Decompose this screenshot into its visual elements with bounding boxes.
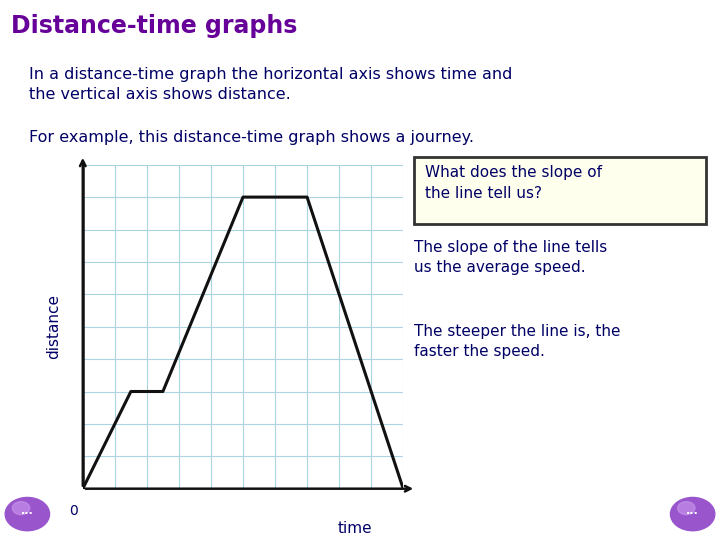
Text: What does the slope of
the line tell us?: What does the slope of the line tell us? [425, 165, 602, 201]
Text: The slope of the line tells
us the average speed.: The slope of the line tells us the avera… [414, 240, 607, 275]
Text: The steeper the line is, the
faster the speed.: The steeper the line is, the faster the … [414, 324, 621, 359]
Text: distance: distance [47, 294, 61, 359]
Text: time: time [338, 521, 372, 536]
Text: ···: ··· [21, 509, 34, 519]
Text: In a distance-time graph the horizontal axis shows time and
the vertical axis sh: In a distance-time graph the horizontal … [29, 68, 512, 102]
Text: For example, this distance-time graph shows a journey.: For example, this distance-time graph sh… [29, 130, 474, 145]
Text: Distance-time graphs: Distance-time graphs [11, 14, 297, 37]
Text: 0: 0 [69, 504, 78, 518]
Text: ···: ··· [686, 509, 699, 519]
